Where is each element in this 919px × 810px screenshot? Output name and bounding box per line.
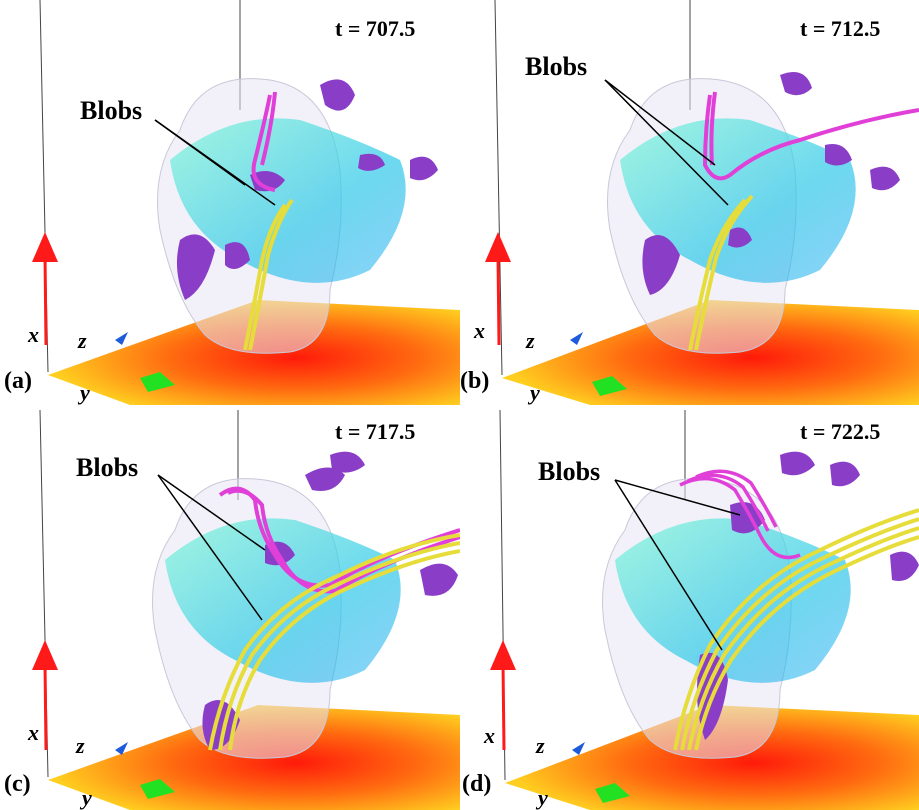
vertical-axis <box>494 0 503 376</box>
yellow-field-lines <box>673 508 919 751</box>
y-axis-arrow <box>595 783 630 803</box>
blobs-label: Blobs <box>80 96 143 125</box>
y-axis-label: y <box>80 380 90 405</box>
time-label: t = 712.5 <box>800 16 881 41</box>
simulation-render-b <box>485 0 919 405</box>
x-axis-arrow <box>32 232 58 346</box>
z-axis-label: z <box>526 328 535 353</box>
time-label: t = 722.5 <box>800 419 881 444</box>
blobs-label: Blobs <box>76 453 139 482</box>
panel-a: t = 707.5 Blobs x z y (a) <box>0 0 460 405</box>
panel-c: t = 717.5 Blobs x z y (c) <box>0 405 460 810</box>
plasma-cloud <box>170 118 406 283</box>
plasma-cloud <box>165 518 401 683</box>
panel-tag: (d) <box>462 771 492 797</box>
y-axis-label: y <box>538 785 548 810</box>
blobs-label: Blobs <box>525 52 588 81</box>
x-axis-label: x <box>28 720 39 745</box>
blobs-pointer-lines <box>154 119 276 206</box>
yellow-field-lines <box>208 533 460 751</box>
blobs-pointer-lines <box>157 474 266 621</box>
magenta-field-lines <box>702 91 919 181</box>
simulation-render-d <box>490 409 919 810</box>
z-axis-label: z <box>78 328 87 353</box>
x-axis-label: x <box>474 318 485 343</box>
panel-tag: (b) <box>460 368 490 394</box>
x-axis-arrow <box>485 232 511 346</box>
panel-b: t = 712.5 Blobs x z y (b) <box>460 0 919 405</box>
time-label: t = 717.5 <box>335 419 416 444</box>
z-axis-arrow <box>115 332 128 345</box>
blobs-pointer-lines <box>614 479 741 651</box>
y-axis-arrow <box>592 376 627 396</box>
simulation-render-a <box>32 0 460 405</box>
z-axis-arrow <box>115 742 128 755</box>
z-axis-arrow <box>572 742 585 755</box>
yellow-field-lines <box>243 198 294 351</box>
y-axis-label: y <box>530 380 540 405</box>
magenta-field-lines <box>251 91 277 192</box>
blobs-pointer-lines <box>604 79 729 206</box>
z-axis-arrow <box>570 332 583 345</box>
y-axis-arrow <box>140 372 175 392</box>
x-axis-arrow <box>32 640 58 751</box>
y-axis-label: y <box>82 785 92 810</box>
panel-tag: (a) <box>4 368 32 394</box>
x-axis-label: x <box>484 723 495 748</box>
yellow-field-lines <box>688 194 754 351</box>
x-axis-label: x <box>28 322 39 347</box>
panel-d: t = 722.5 Blobs x z y (d) <box>460 405 919 810</box>
plasma-cloud <box>620 118 856 283</box>
blob-isosurfaces <box>176 79 438 300</box>
simulation-render-c <box>32 409 460 810</box>
magenta-field-lines <box>679 469 801 560</box>
plasma-cloud <box>615 518 851 683</box>
time-label: t = 707.5 <box>335 16 416 41</box>
z-axis-label: z <box>76 733 85 758</box>
blob-isosurfaces <box>642 71 900 295</box>
y-axis-arrow <box>140 779 175 799</box>
x-axis-arrow <box>490 640 516 751</box>
panel-tag: (c) <box>4 771 31 797</box>
z-axis-label: z <box>536 733 545 758</box>
blobs-label: Blobs <box>538 457 601 486</box>
